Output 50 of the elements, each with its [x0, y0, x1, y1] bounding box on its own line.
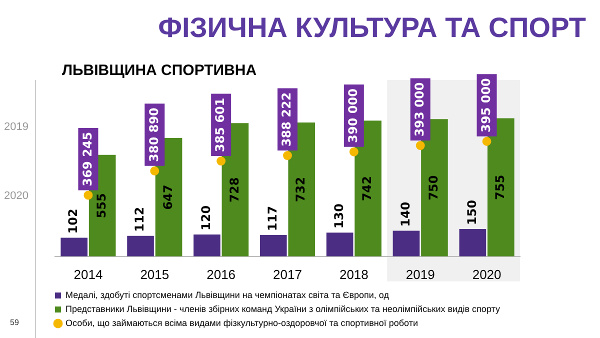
data-label: 393 000 — [412, 82, 426, 137]
data-label: 120 — [199, 205, 214, 230]
x-tick-label: 2016 — [206, 266, 236, 282]
point — [283, 151, 292, 160]
data-label: 728 — [227, 177, 242, 202]
chart-title: ФІЗИЧНА КУЛЬТУРА ТА СПОРТ — [158, 12, 586, 44]
data-label: 732 — [294, 176, 308, 202]
data-label: 390 000 — [346, 88, 360, 143]
point — [150, 166, 160, 176]
data-label: 750 — [426, 175, 441, 200]
data-label: 369 245 — [80, 132, 94, 186]
data-label: 385 601 — [213, 98, 228, 152]
point — [84, 190, 93, 200]
bar — [392, 230, 420, 256]
point — [349, 147, 358, 156]
point — [216, 156, 226, 166]
bar — [127, 236, 154, 256]
bar — [194, 234, 220, 256]
data-label: 102 — [66, 208, 80, 234]
x-tick-label: 2018 — [339, 266, 368, 282]
legend-label: Особи, що займаються всіма видами фізкультурно-оздоровчої та спортивної роботи — [66, 318, 418, 328]
bar — [60, 238, 88, 256]
bar — [260, 234, 287, 256]
data-label: 380 890 — [146, 108, 161, 162]
text: 2020 — [4, 190, 28, 202]
x-tick-label: 2020 — [472, 266, 502, 282]
data-label: 150 — [464, 200, 479, 225]
bar — [326, 232, 354, 256]
point — [482, 136, 492, 146]
data-label: 388 222 — [280, 92, 294, 147]
bar — [459, 228, 486, 256]
chart-subtitle: ЛЬВІВЩИНА СПОРТИВНА — [62, 62, 257, 79]
x-tick-label: 2017 — [273, 266, 302, 282]
data-label: 112 — [132, 206, 147, 232]
data-label: 395 000 — [478, 78, 493, 132]
data-label: 140 — [398, 202, 412, 227]
legend-label: Медалі, здобуті спортсменами Львівщини на чемпіонатах світа та Європи, од — [66, 290, 390, 300]
data-label: 742 — [360, 176, 374, 202]
x-tick-label: 2019 — [406, 266, 435, 282]
data-label: 755 — [493, 174, 508, 200]
x-tick-label: 2014 — [74, 266, 103, 282]
data-label: 647 — [160, 184, 175, 210]
x-tick-label: 2015 — [140, 266, 170, 282]
text: 2019 — [4, 121, 28, 133]
data-label: 117 — [266, 206, 280, 231]
point — [416, 141, 425, 150]
data-label: 130 — [332, 204, 346, 229]
data-label: 555 — [94, 193, 108, 218]
legend-label: Представники Львівщини - членів збірних команд України з олімпійських та неолімпійських видів спорту — [66, 304, 500, 314]
text: 59 — [10, 318, 19, 327]
